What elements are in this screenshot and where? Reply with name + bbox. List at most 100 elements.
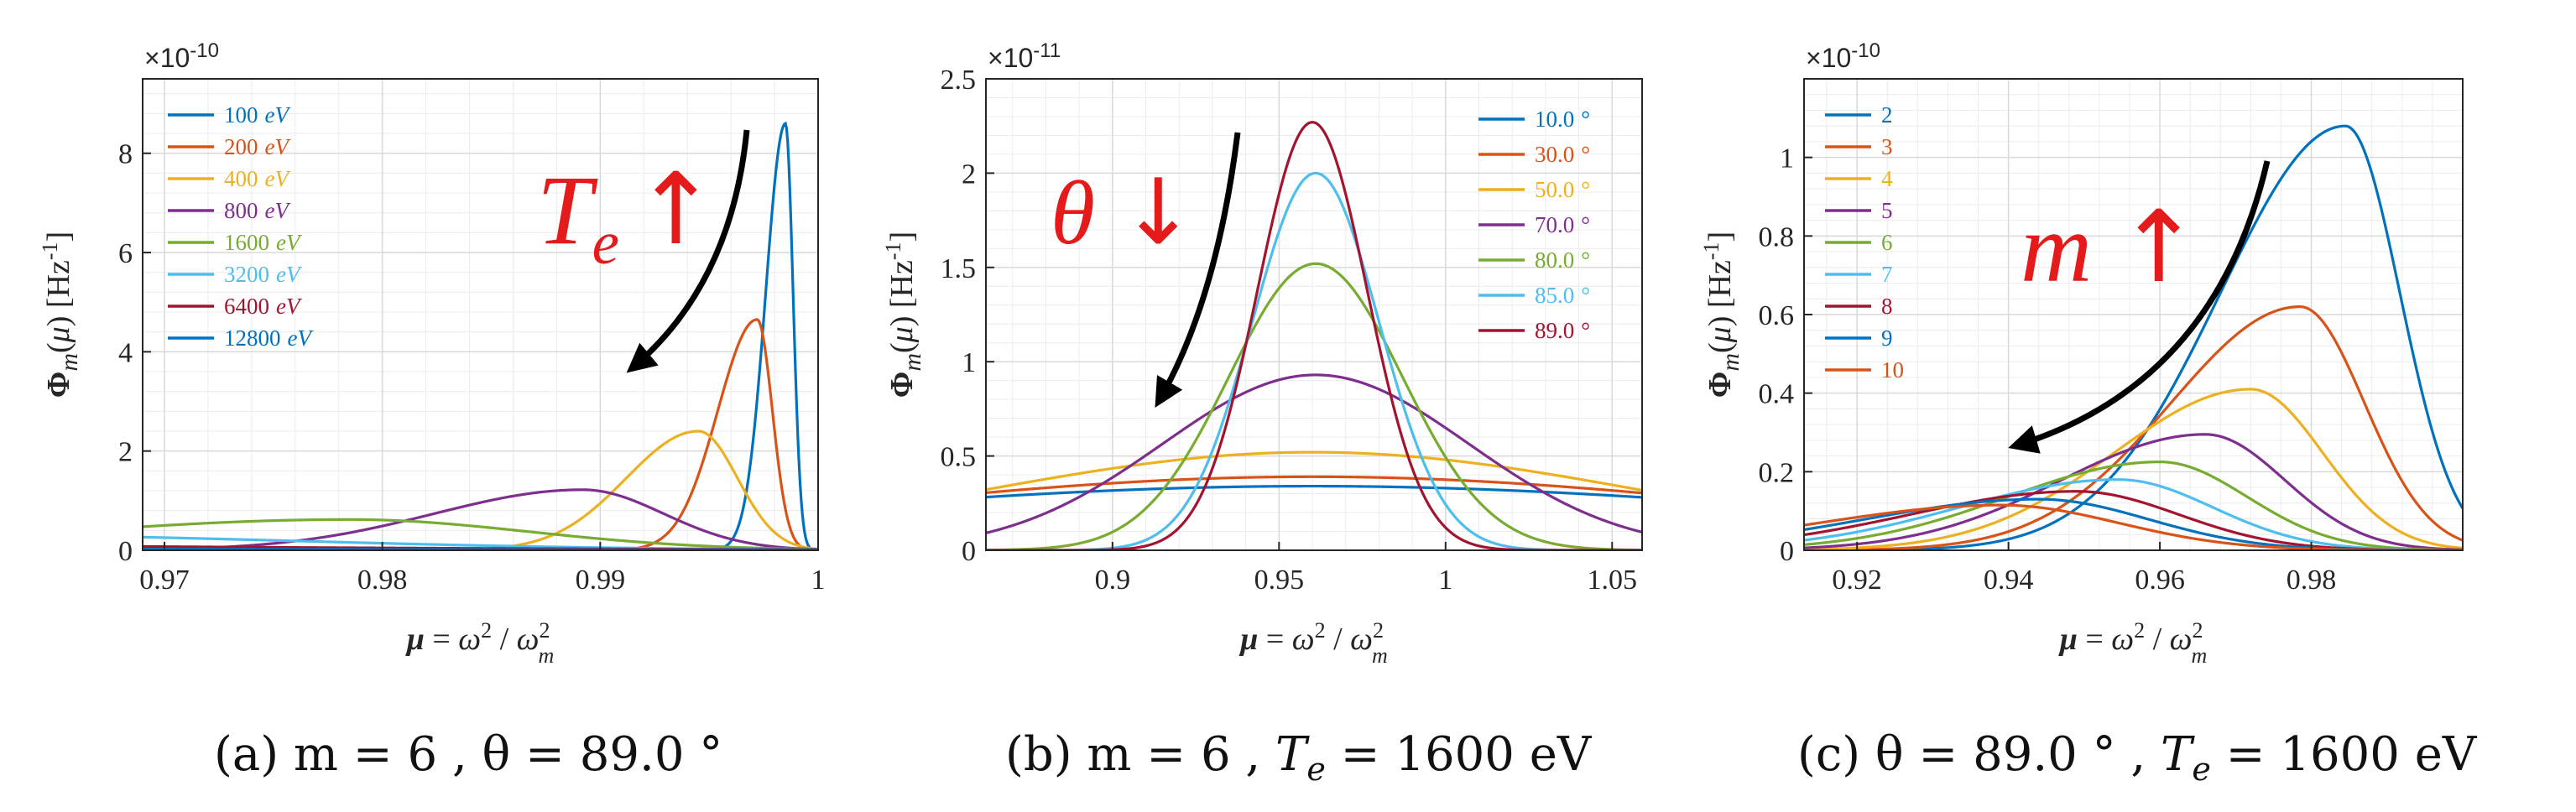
y-tick-label: 0: [118, 536, 133, 567]
x-tick-label: 0.95: [1254, 565, 1305, 596]
series-line-c-4: [1804, 461, 2463, 550]
y-tick-label: 6: [118, 238, 133, 269]
legend-unit: eV: [265, 198, 292, 223]
x-tick-label: 0.99: [576, 565, 626, 596]
axis-multiplier: ×10-10: [144, 39, 219, 73]
x-tick-label: 0.98: [357, 565, 408, 596]
series-group: [1804, 124, 2463, 550]
legend-entry-0: 2: [1881, 102, 1893, 128]
legend-entry-5: 7: [1881, 262, 1893, 287]
legend-unit: eV: [265, 102, 292, 128]
x-tick-label: 0.92: [1832, 565, 1882, 596]
y-tick-label: 1: [962, 347, 976, 378]
legend-entry-4: 6: [1881, 230, 1893, 255]
legend-entry-2: 400 eV: [224, 166, 291, 191]
annotation-arrow: ↑: [2117, 189, 2200, 304]
y-tick-label: 0.8: [1759, 221, 1795, 252]
annotation-subscript: e: [592, 209, 619, 277]
legend-entry-0: 100 eV: [224, 102, 291, 128]
legend-entry-1: 200 eV: [224, 134, 291, 159]
y-tick-label: 0.6: [1759, 300, 1795, 331]
legend-value: 800: [224, 198, 258, 223]
legend-unit: °: [1581, 318, 1590, 343]
legend-value: 5: [1881, 198, 1893, 223]
plot-area: [143, 79, 818, 550]
legend-value: 50.0: [1535, 177, 1574, 202]
panel-caption: (c) θ = 89.0 ° , Te = 1600 eV: [1797, 727, 2478, 788]
annotation-symbol: T: [537, 155, 598, 265]
legend-value: 9: [1881, 325, 1893, 351]
caption-text: (c) θ = 89.0 ° ,: [1797, 727, 2161, 782]
y-tick-label: 0: [962, 536, 976, 567]
legend-entry-3: 5: [1881, 198, 1893, 223]
legend-unit: °: [1581, 212, 1590, 237]
y-tick-label: 0.4: [1759, 379, 1795, 410]
legend-value: 30.0: [1535, 142, 1574, 167]
y-tick-label: 2: [962, 159, 976, 190]
legend-entry-3: 70.0 °: [1535, 212, 1590, 237]
legend-value: 3: [1881, 134, 1893, 159]
series-line-b-4: [986, 262, 1642, 550]
legend-entry-2: 50.0 °: [1535, 177, 1590, 202]
legend-unit: eV: [265, 166, 292, 191]
x-axis-label: μ = ω2 / ω2 m: [1238, 618, 1388, 668]
series-line-c-2: [1804, 388, 2463, 550]
legend-value: 6: [1881, 230, 1893, 255]
y-tick-label: 2.5: [941, 65, 977, 96]
annotation-arrow: ↓: [1120, 160, 1197, 265]
x-tick-label: 1: [1438, 565, 1452, 596]
legend-value: 8: [1881, 294, 1893, 319]
x-axis-label: μ = ω2 / ω2 m: [2058, 618, 2208, 668]
axis-multiplier: ×10-11: [988, 39, 1061, 73]
legend-entry-4: 80.0 °: [1535, 247, 1590, 273]
x-tick-label: 0.96: [2135, 565, 2185, 596]
x-tick-label: 0.9: [1095, 565, 1131, 596]
legend-value: 200: [224, 134, 258, 159]
legend-value: 70.0: [1535, 212, 1574, 237]
y-tick-label: 2: [118, 437, 133, 468]
x-axis-label: μ = ω2 / ω2 m: [405, 618, 555, 668]
series-line-c-1: [1804, 305, 2463, 550]
legend-unit: eV: [288, 325, 315, 351]
panel-c: 0.92 0.94 0.96 0.98 0 0.2 0.4 0.6 0.8 1 ×10-10 Φm(μ…: [1699, 39, 2478, 788]
legend-value: 6400: [224, 294, 269, 319]
legend-unit: °: [1581, 107, 1590, 132]
legend-entry-5: 85.0 °: [1535, 283, 1590, 308]
legend-entry-6: 6400 eV: [224, 294, 303, 319]
legend-entry-5: 3200 eV: [224, 262, 303, 287]
legend-entry-6: 8: [1881, 294, 1893, 319]
legend-value: 3200: [224, 262, 269, 287]
legend-entry-1: 30.0 °: [1535, 142, 1590, 167]
legend-value: 400: [224, 166, 258, 191]
trend-arrow: [626, 129, 750, 373]
y-tick-label: 1: [1780, 143, 1794, 174]
y-tick-label: 0.5: [941, 442, 977, 473]
x-tick-label: 1: [811, 565, 826, 596]
trend-arrow: [2008, 160, 2271, 454]
x-tick-label: 0.94: [1984, 565, 2034, 596]
legend-unit: eV: [276, 230, 303, 255]
legend-value: 2: [1881, 102, 1893, 128]
legend-entry-2: 4: [1881, 166, 1893, 191]
caption-text: (b) m = 6 ,: [1005, 727, 1275, 782]
trend-annotation: Te ↑: [537, 151, 717, 277]
trend-annotation: θ ↓: [1051, 160, 1197, 265]
legend-entry-1: 3: [1881, 134, 1893, 159]
y-tick-label: 4: [118, 337, 133, 368]
axes-box: [142, 78, 819, 551]
annotation-symbol: m: [2021, 193, 2092, 303]
annotation-symbol: θ: [1051, 164, 1095, 263]
legend-entry-6: 89.0 °: [1535, 318, 1590, 343]
series-line-c-3: [1804, 433, 2463, 550]
legend: 2 3 4 5 6 7 8 9 10: [1825, 102, 1904, 383]
series-line-b-2: [986, 450, 1642, 492]
legend-value: 89.0: [1535, 318, 1574, 343]
legend-entry-7: 12800 eV: [224, 325, 314, 351]
legend-entry-7: 9: [1881, 325, 1893, 351]
y-tick-label: 1.5: [941, 253, 977, 284]
series-line-a-3: [143, 488, 818, 550]
series-line-b-3: [986, 373, 1642, 534]
trend-arrow: [1155, 132, 1241, 409]
